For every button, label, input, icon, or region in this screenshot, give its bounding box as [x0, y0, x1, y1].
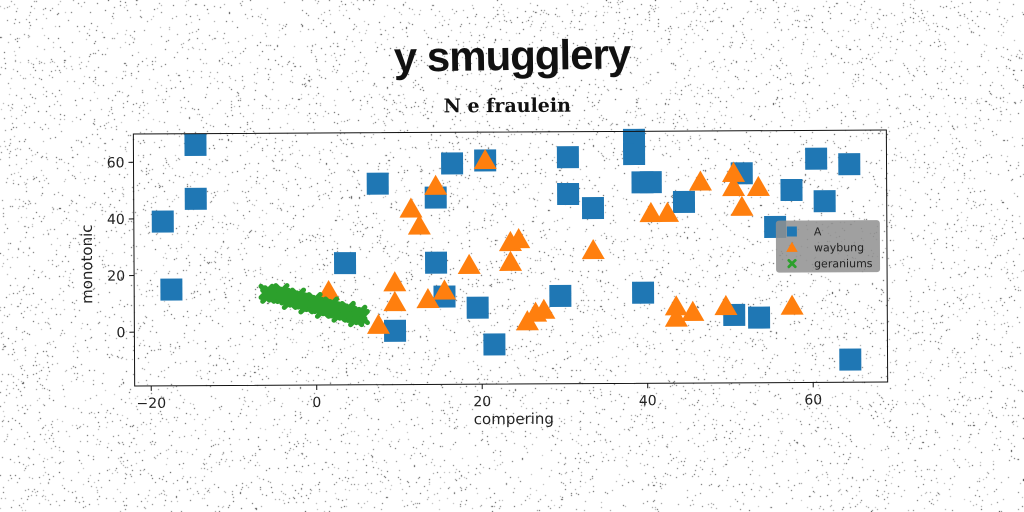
data-point [383, 319, 407, 342]
legend-item: A [786, 225, 822, 238]
legend-item: waybung [786, 241, 864, 254]
data-point [424, 174, 448, 195]
data-point [160, 278, 183, 301]
data-point [383, 291, 407, 312]
data-point [457, 253, 481, 274]
x-tick-label: 20 [473, 394, 491, 410]
data-point [151, 210, 174, 233]
data-point [805, 147, 828, 170]
x-axis-label: compering [474, 410, 554, 428]
data-point [722, 175, 746, 197]
legend-marker [786, 226, 797, 237]
legend-label: geraniums [814, 257, 873, 270]
data-point [581, 238, 605, 260]
series-waybung [317, 148, 804, 334]
data-point [333, 252, 357, 275]
data-point [623, 142, 646, 166]
x-tick-label: 40 [639, 393, 657, 409]
series-geraniums [258, 283, 370, 328]
data-point [441, 152, 464, 175]
data-point [473, 148, 497, 170]
data-point [664, 306, 688, 327]
legend-label: waybung [814, 241, 864, 254]
data-point [746, 175, 770, 197]
data-point [681, 300, 705, 321]
plot-frame [132, 129, 889, 387]
x-tick-label: −20 [137, 396, 167, 412]
data-point [839, 348, 862, 371]
data-point [748, 306, 771, 329]
data-point [730, 195, 754, 216]
data-point [639, 201, 663, 223]
legend-marker [786, 241, 798, 252]
data-point [556, 146, 579, 169]
y-axis-label: monotonic [78, 224, 96, 304]
data-point [581, 196, 605, 220]
x-tick-label: 60 [804, 392, 822, 408]
data-point [483, 333, 506, 356]
data-point [416, 287, 440, 309]
y-tick-label: 20 [107, 269, 125, 285]
data-point [557, 182, 580, 206]
data-point [549, 284, 572, 308]
data-point [366, 172, 389, 195]
data-point [507, 228, 531, 249]
data-point [499, 250, 523, 271]
data-point [425, 251, 448, 274]
chart-title: N e fraulein [443, 95, 571, 118]
data-point [351, 304, 368, 321]
data-point [639, 171, 662, 194]
data-point [466, 296, 489, 319]
data-point [433, 279, 457, 300]
legend-item: geraniums [787, 257, 873, 270]
chart-marks [151, 128, 862, 371]
axis-ticks: −20 0 20 40 60 0 20 40 60 [107, 155, 823, 412]
legend-box [775, 220, 881, 273]
data-point [664, 295, 688, 316]
legend-marker [787, 258, 797, 269]
data-point [688, 170, 712, 191]
data-point [532, 298, 556, 319]
data-point [672, 190, 696, 213]
y-tick-label: 40 [107, 212, 125, 228]
x-tick-label: 0 [312, 395, 321, 411]
data-point [813, 190, 836, 213]
legend-label: A [814, 225, 822, 238]
data-point [383, 271, 407, 292]
data-point [367, 313, 391, 334]
data-point [184, 133, 207, 157]
data-point [407, 214, 431, 235]
data-point [714, 294, 738, 316]
data-point [780, 294, 804, 315]
data-point [780, 178, 803, 202]
data-point [399, 197, 423, 218]
data-point [656, 201, 680, 222]
y-tick-label: 0 [116, 325, 125, 341]
data-point [260, 287, 277, 304]
data-point [317, 280, 341, 301]
data-point [632, 281, 655, 304]
y-tick-label: 60 [107, 155, 125, 171]
data-point [838, 153, 861, 176]
data-point [722, 161, 746, 182]
data-point [184, 187, 207, 210]
